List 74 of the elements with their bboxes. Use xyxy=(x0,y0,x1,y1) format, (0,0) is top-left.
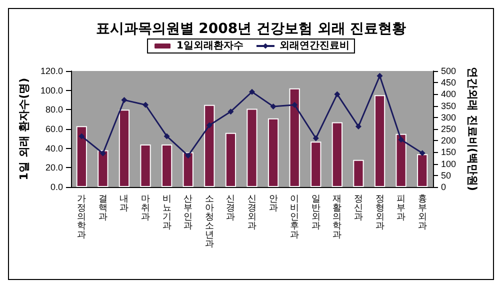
point xyxy=(78,133,85,140)
y2-tick-label: 250 xyxy=(441,124,456,134)
bar xyxy=(182,152,194,187)
bar xyxy=(417,154,428,187)
y-tick-label: 120.0 xyxy=(40,66,63,76)
y-tick-label: 100.0 xyxy=(40,85,63,96)
x-tick-label: 정형외과 xyxy=(375,194,384,232)
x-tick-label: 이비인후과 xyxy=(290,194,300,240)
bar xyxy=(268,118,279,187)
y-tick-label: 0.0 xyxy=(50,182,63,192)
y-tick-label: 20.0 xyxy=(45,162,63,173)
bar xyxy=(289,88,300,187)
bar xyxy=(396,134,406,187)
point xyxy=(185,152,192,159)
bar xyxy=(76,126,87,187)
bar xyxy=(310,142,322,187)
bar xyxy=(162,144,172,187)
y2-tick-label: 200 xyxy=(441,136,456,146)
x-tick-label: 신경외과 xyxy=(248,194,256,232)
bar xyxy=(246,108,258,187)
y2-tick-label: 50 xyxy=(441,170,452,180)
x-tick-label: 재활의학과 xyxy=(332,194,342,240)
point xyxy=(249,88,255,95)
y-axis-title: 1일 외래 환자수(명) xyxy=(18,78,31,180)
y-tick-label: 60.0 xyxy=(45,124,63,134)
x-tick-label: 마취과 xyxy=(141,194,150,222)
y2-axis-title: 연간외래 진료비(백만원) xyxy=(466,67,479,191)
y2-tick-label: 300 xyxy=(441,112,456,122)
x-tick-label: 비뇨기과 xyxy=(162,194,172,232)
bar xyxy=(374,95,386,187)
x-tick-label: 결핵과 xyxy=(98,194,108,222)
x-tick-label: 내과 xyxy=(120,194,129,214)
point xyxy=(312,135,319,142)
point xyxy=(100,150,106,156)
x-tick-label: 흉부외과 xyxy=(418,194,427,232)
x-tick-label: 신경과 xyxy=(226,194,236,222)
point xyxy=(142,102,149,108)
bar xyxy=(118,110,130,187)
bar xyxy=(140,144,151,187)
x-tick-label: 가정의학과 xyxy=(77,194,86,240)
bar xyxy=(353,160,364,187)
y-tick-label: 80.0 xyxy=(45,104,63,115)
y2-tick-label: 150 xyxy=(441,147,456,158)
y2-tick-label: 0 xyxy=(441,182,446,192)
bar xyxy=(332,122,342,187)
point xyxy=(398,136,404,143)
legend-label: 1일외래환자수 xyxy=(176,40,244,52)
bar xyxy=(204,104,215,187)
point xyxy=(292,102,298,108)
point xyxy=(206,122,212,128)
y2-tick-label: 450 xyxy=(441,78,456,88)
chart-title: 표시과목의원별 2008년 건강보험 외래 진료현황 xyxy=(96,21,406,37)
bar xyxy=(98,150,108,187)
point xyxy=(228,108,234,115)
point xyxy=(270,103,276,110)
point xyxy=(334,91,340,98)
y2-tick-label: 500 xyxy=(441,66,456,76)
y2-tick-label: 100 xyxy=(441,158,456,169)
y-tick-label: 40.0 xyxy=(45,143,63,154)
y2-tick-label: 400 xyxy=(441,89,456,100)
point xyxy=(355,123,362,130)
y2-tick-label: 350 xyxy=(441,100,456,111)
bar xyxy=(225,132,236,187)
point xyxy=(121,97,128,103)
x-tick-label: 일반외과 xyxy=(311,194,320,232)
x-tick-label: 피부과 xyxy=(396,194,406,222)
point xyxy=(419,150,426,156)
legend-label: 외래연간진료비 xyxy=(279,40,350,52)
x-tick-label: 안과 xyxy=(268,194,278,214)
x-tick-label: 소아청소년과 xyxy=(204,194,214,250)
point xyxy=(164,133,170,140)
point xyxy=(376,72,383,79)
x-tick-label: 정신과 xyxy=(354,194,363,222)
x-tick-label: 산부인과 xyxy=(184,194,193,232)
